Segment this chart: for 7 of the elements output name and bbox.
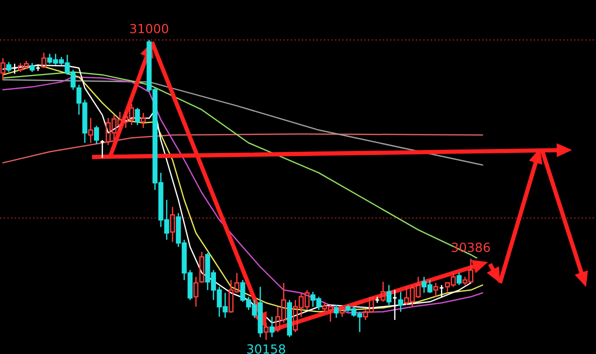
candlestick (392, 289, 398, 321)
candlestick (433, 282, 438, 298)
candlestick (398, 291, 404, 312)
candlestick (88, 117, 94, 144)
candlestick (140, 112, 146, 129)
annotation: 31000 (130, 24, 168, 34)
annotation: 30158 (247, 344, 286, 354)
